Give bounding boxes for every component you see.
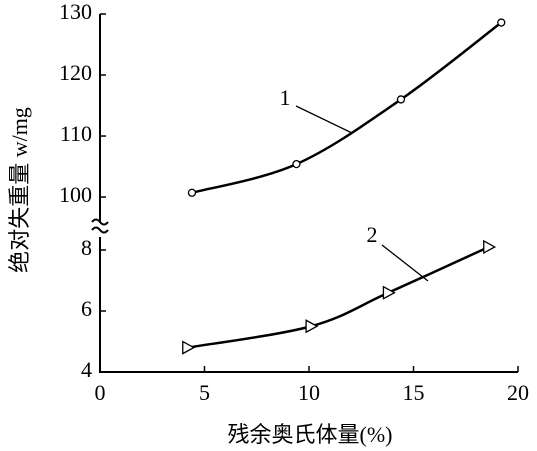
marker — [497, 18, 506, 27]
x-tick-label: 10 — [298, 380, 320, 405]
marker — [182, 340, 196, 355]
series-label: 1 — [280, 85, 291, 110]
axis-break — [91, 218, 109, 234]
series-line — [191, 21, 503, 194]
x-tick-label: 0 — [95, 380, 106, 405]
marker — [187, 188, 197, 197]
y-tick-label: 100 — [59, 182, 92, 207]
x-tick-label: 15 — [403, 380, 425, 405]
x-tick-label: 5 — [199, 380, 210, 405]
label-leader — [381, 244, 429, 282]
marker — [396, 95, 406, 104]
label-leader — [295, 105, 353, 134]
y-tick-label: 130 — [59, 0, 92, 24]
y-tick-label: 120 — [59, 60, 92, 85]
series-line — [187, 245, 490, 349]
marker — [292, 159, 301, 169]
y-tick-label: 8 — [81, 235, 92, 260]
series-label: 2 — [367, 222, 378, 247]
axes — [99, 14, 518, 373]
marker — [483, 239, 497, 255]
marker — [305, 319, 319, 334]
y-tick-label: 6 — [81, 296, 92, 321]
marker — [382, 285, 396, 300]
y-tick-label: 110 — [60, 121, 92, 146]
y-axis-label: 绝对失重量 w/mg — [7, 107, 32, 273]
y-tick-label: 4 — [81, 357, 92, 382]
x-axis-label: 残余奥氏体量(%) — [228, 422, 393, 447]
x-tick-label: 20 — [507, 380, 529, 405]
